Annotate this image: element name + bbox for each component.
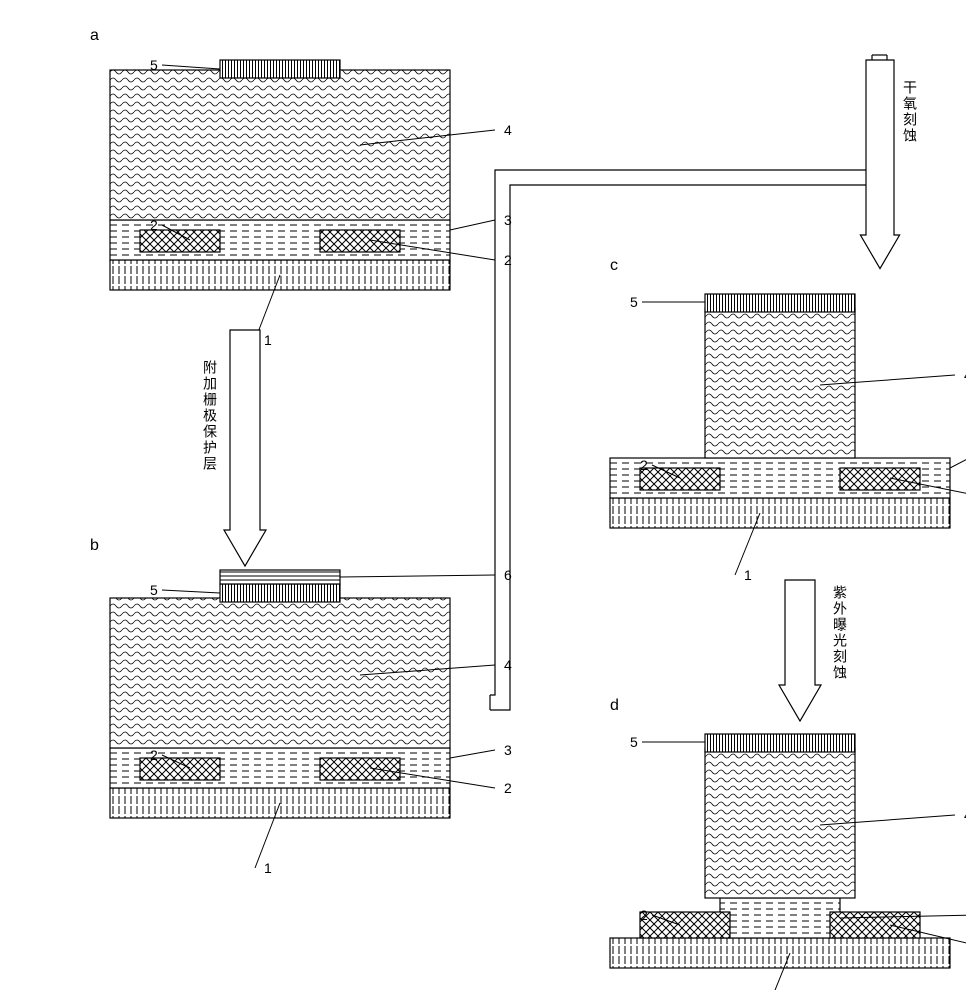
layer-thick-layer [110,598,450,748]
panel-label-c: c [610,257,618,274]
callout-number: 2 [640,907,648,923]
arrow-label-b-c: 干氧刻蚀 [900,80,920,144]
panel-label-a: a [90,27,99,44]
layer-pillar [705,748,855,898]
callout-number: 1 [744,567,752,583]
layer-cap [220,570,340,584]
flow-arrow [860,60,899,269]
callout-number: 1 [264,860,272,876]
layer-pillar [705,308,855,458]
layer-electrode-right [830,912,920,938]
callout-line [340,575,495,577]
callout-number: 2 [504,252,512,268]
layer-electrode-right [320,758,400,780]
panel-c: c543221 [610,257,966,583]
callout-number: 3 [504,212,512,228]
layer-gate [220,60,340,78]
callout-number: 5 [630,734,638,750]
panel-a: a 5 4 3 2 2 1 [90,27,512,348]
layer-substrate [610,498,950,528]
callout-number: 5 [150,57,158,73]
callout-line [950,455,966,468]
layer-electrode-left [140,230,220,252]
panel-b: b 5 6 4 3 2 2 1 [90,537,512,876]
panel-label-d: d [610,697,619,714]
flow-arrow [224,330,266,566]
layer-electrode-right [320,230,400,252]
callout-number: 4 [504,122,512,138]
callout-number: 1 [264,332,272,348]
callout-line [450,220,495,230]
layer-gate [705,294,855,312]
callout-number: 4 [964,367,966,383]
layer-substrate [610,938,950,968]
callout-number: 2 [640,457,648,473]
layer-thick-layer [110,70,450,220]
callout-number: 2 [150,747,158,763]
callout-number: 5 [150,582,158,598]
panel-d: d543221 [610,697,966,990]
layer-electrode-right [840,468,920,490]
diagram-svg: a 5 4 3 2 2 1 b 5 6 4 3 2 2 1 c 5 4 3 2 2 1 d 5 4 3 2 2 1 [10,10,966,990]
callout-number: 4 [504,657,512,673]
callout-line [162,590,220,593]
callout-line [450,750,495,758]
callout-number: 4 [964,807,966,823]
layer-electrode-left [640,468,720,490]
layer-gate [220,584,340,602]
arrow-label-a-b: 附加栅极保护层 [200,360,220,472]
callout-number: 5 [630,294,638,310]
layer-dielectric [720,898,840,938]
diagram-container: a 5 4 3 2 2 1 b 5 6 4 3 2 2 1 c 5 4 3 2 2 1 d 5 4 3 2 2 1 附加栅极保护层 干氧刻… [10,10,966,990]
callout-number: 3 [504,742,512,758]
callout-number: 2 [150,217,158,233]
layer-gate [705,734,855,752]
arrow-label-c-d: 紫外曝光刻蚀 [830,585,850,681]
panel-label-b: b [90,537,99,554]
callout-number: 2 [504,780,512,796]
callout-number: 6 [504,567,512,583]
callout-line [162,65,220,69]
flow-arrow [779,580,821,721]
